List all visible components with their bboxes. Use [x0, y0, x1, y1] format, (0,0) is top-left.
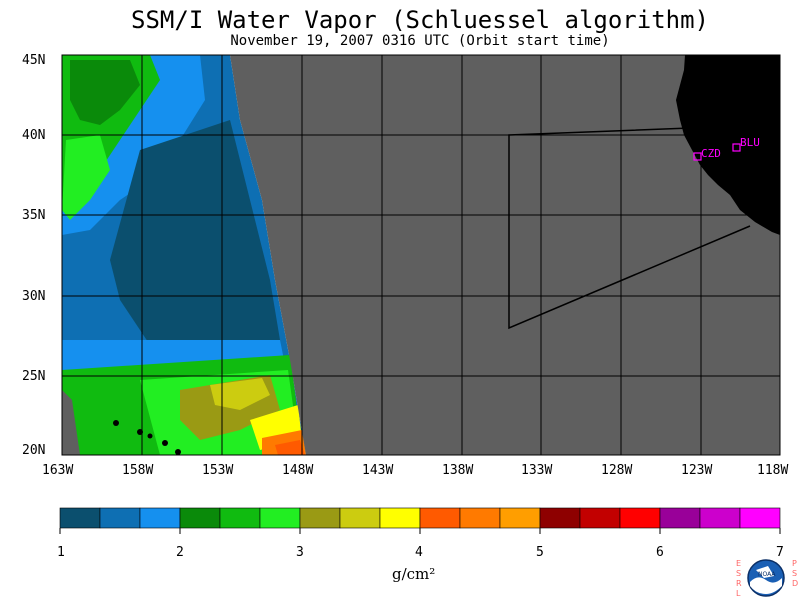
svg-text:S: S — [792, 569, 797, 578]
lat-label-25n: 25N — [22, 369, 46, 384]
svg-text:R: R — [736, 579, 742, 588]
lon-label-153w: 153W — [202, 463, 234, 478]
colorbar-tick-4: 4 — [415, 545, 423, 560]
colorbar-bin — [619, 507, 661, 529]
colorbar-bin — [99, 507, 141, 529]
colorbar-tick-3: 3 — [296, 545, 304, 560]
colorbar-bin — [539, 507, 581, 529]
lon-label-163w: 163W — [42, 463, 74, 478]
svg-text:NOAA: NOAA — [758, 571, 776, 578]
lon-label-148w: 148W — [282, 463, 314, 478]
colorbar-bin — [739, 507, 781, 529]
colorbar-bin — [419, 507, 461, 529]
colorbar-units: g/cm² — [392, 565, 436, 583]
grid-lines — [62, 55, 780, 455]
colorbar-tick-6: 6 — [656, 545, 664, 560]
no-data-region — [230, 55, 780, 455]
colorbar-bin — [459, 507, 501, 529]
lat-label-45n: 45N — [22, 53, 46, 68]
svg-text:L: L — [736, 589, 741, 598]
svg-text:D: D — [792, 579, 798, 588]
colorbar-tick-2: 2 — [176, 545, 184, 560]
svg-text:S: S — [736, 569, 741, 578]
lat-label-20n: 20N — [22, 443, 46, 458]
map-subtitle: November 19, 2007 0316 UTC (Orbit start … — [230, 33, 610, 49]
colorbar-bin — [219, 507, 261, 529]
colorbar-bin — [379, 507, 421, 529]
lat-label-35n: 35N — [22, 208, 46, 223]
station-blu-label: BLU — [740, 136, 760, 149]
station-blu-marker — [732, 143, 741, 152]
station-czd-marker — [693, 152, 702, 161]
logo-left-text: E — [736, 559, 741, 568]
noaa-esrl-logo: E S R L NOAA P S D — [736, 559, 798, 598]
colorbar-bin — [659, 507, 701, 529]
colorbar-tick-7: 7 — [776, 545, 784, 560]
lon-label-138w: 138W — [442, 463, 474, 478]
colorbar-bin — [139, 507, 181, 529]
colorbar-bin — [499, 507, 541, 529]
hawaiian-islands — [113, 420, 181, 455]
colorbar-tick-5: 5 — [536, 545, 544, 560]
lon-label-118w: 118W — [757, 463, 789, 478]
colorbar — [59, 507, 781, 534]
map-frame — [61, 54, 781, 456]
svg-text:P: P — [792, 559, 797, 568]
lon-label-128w: 128W — [601, 463, 633, 478]
colorbar-bin — [59, 507, 101, 529]
colorbar-bin — [179, 507, 221, 529]
domain-outline — [508, 127, 751, 330]
map-title: SSM/I Water Vapor (Schluessel algorithm) — [131, 6, 709, 34]
colorbar-bin — [259, 507, 301, 529]
lat-label-40n: 40N — [22, 128, 46, 143]
colorbar-bin — [339, 507, 381, 529]
lon-label-133w: 133W — [521, 463, 553, 478]
colorbar-bin — [579, 507, 621, 529]
lon-label-158w: 158W — [122, 463, 154, 478]
colorbar-bin — [699, 507, 741, 529]
lon-label-123w: 123W — [681, 463, 713, 478]
station-czd-label: CZD — [701, 147, 721, 160]
colorbar-tick-1: 1 — [57, 545, 65, 560]
colorbar-bin — [299, 507, 341, 529]
lat-label-30n: 30N — [22, 289, 46, 304]
data-swath — [62, 55, 306, 455]
land-mass — [676, 55, 780, 235]
station-markers: CZD BLU — [693, 136, 760, 161]
lon-label-143w: 143W — [362, 463, 394, 478]
